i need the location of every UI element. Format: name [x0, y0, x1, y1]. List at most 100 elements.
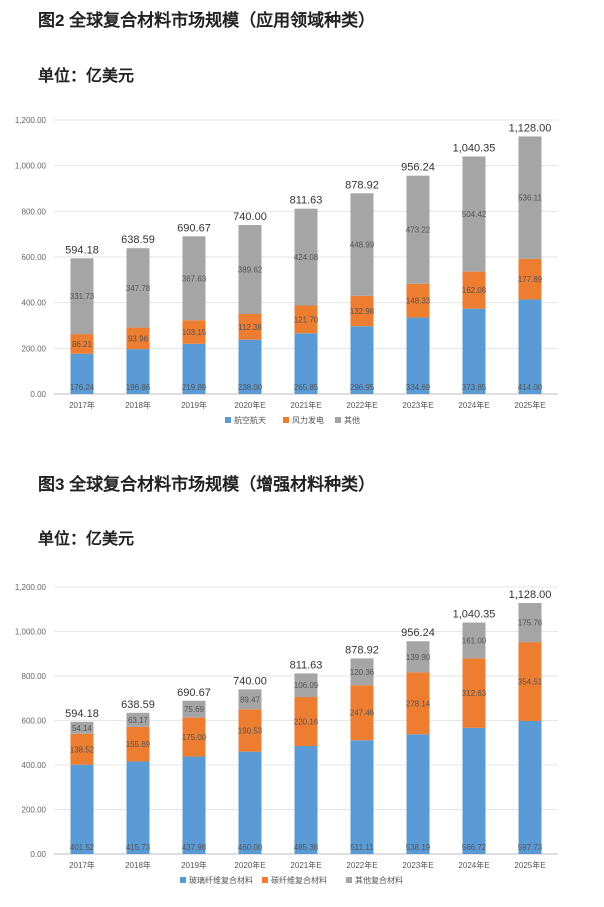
data-label: 566.72 [462, 843, 487, 852]
bar-segment [406, 175, 430, 284]
total-label: 1,128.00 [509, 589, 552, 601]
total-label: 811.63 [290, 195, 323, 207]
x-tick-label: 2024年E [458, 400, 489, 410]
data-label: 139.90 [406, 653, 431, 662]
bar-segment [518, 603, 542, 643]
data-label: 265.85 [294, 383, 319, 392]
bar-segment [238, 751, 262, 854]
total-label: 1,040.35 [453, 609, 496, 621]
figure2-title: 图3 全球复合材料市场规模（增强材料种类） [38, 475, 376, 494]
data-label: 63.17 [128, 716, 149, 725]
total-label: 740.00 [233, 211, 267, 223]
legend-swatch [283, 417, 289, 423]
data-label: 176.24 [70, 383, 95, 392]
y-tick-label: 600.00 [22, 253, 47, 262]
y-tick-label: 1,200.00 [15, 583, 47, 592]
bar-segment [518, 642, 542, 722]
y-tick-label: 800.00 [22, 672, 47, 681]
bar-segment [462, 658, 486, 728]
chart-reinforcement: 0.00 200.00 400.00 600.00 800.00 1,000.00 1,20… [15, 583, 558, 885]
total-label: 638.59 [121, 699, 155, 711]
x-tick-label: 2023年E [402, 860, 433, 870]
data-label: 138.52 [70, 745, 95, 754]
data-label: 597.73 [518, 843, 543, 852]
bar-segment [406, 641, 430, 673]
legend-label: 风力发电 [292, 415, 324, 425]
data-label: 373.85 [462, 383, 487, 392]
data-label: 190.53 [238, 726, 263, 735]
total-label: 690.67 [177, 687, 211, 699]
legend-label: 航空航天 [234, 415, 266, 425]
bar-segment [70, 353, 94, 394]
data-label: 485.38 [294, 843, 319, 852]
bar-segment [294, 333, 318, 394]
data-label: 504.42 [462, 210, 487, 219]
legend-label: 碳纤维复合材料 [271, 875, 327, 885]
data-label: 334.69 [406, 383, 431, 392]
bar-segment [518, 136, 542, 259]
x-tick-label: 2025年E [514, 400, 545, 410]
legend-swatch [262, 877, 268, 883]
data-label: 296.95 [350, 383, 375, 392]
bar-segment [406, 283, 430, 318]
data-label: 536.11 [518, 194, 542, 203]
bar-segment [518, 299, 542, 394]
bar-segment [70, 733, 94, 765]
x-tick-label: 2023年E [402, 400, 433, 410]
x-tick-label: 2022年E [346, 860, 377, 870]
bar-segment [406, 734, 430, 854]
legend-swatch [335, 417, 341, 423]
legend-swatch [346, 877, 352, 883]
data-label: 448.99 [350, 241, 375, 250]
data-label: 437.98 [182, 843, 207, 852]
total-label: 740.00 [233, 675, 267, 687]
data-label: 219.89 [182, 383, 207, 392]
x-tick-label: 2017年 [69, 860, 95, 870]
y-tick-label: 1,200.00 [15, 116, 47, 125]
x-tick-label: 2020年E [234, 860, 265, 870]
x-tick-label: 2025年E [514, 860, 545, 870]
data-label: 389.62 [238, 266, 263, 275]
y-tick-label: 800.00 [22, 207, 47, 216]
data-label: 238.00 [238, 383, 263, 392]
total-label: 594.18 [65, 244, 99, 256]
y-tick-label: 200.00 [22, 344, 47, 353]
data-label: 424.08 [294, 253, 319, 262]
data-label: 162.08 [462, 286, 487, 295]
bar-segment [182, 236, 206, 321]
bar-segment [294, 697, 318, 747]
bar-segment [294, 746, 318, 854]
data-label: 175.00 [182, 733, 207, 742]
bar-segment [182, 320, 206, 344]
total-label: 1,040.35 [453, 142, 496, 154]
total-label: 638.59 [121, 234, 155, 246]
y-tick-label: 0.00 [30, 850, 46, 859]
bar-segment [518, 258, 542, 300]
bar-segment [350, 193, 374, 296]
bar-segment [406, 317, 430, 394]
y-tick-label: 400.00 [22, 299, 47, 308]
bar-segment [70, 334, 94, 354]
x-tick-label: 2021年E [290, 860, 321, 870]
y-tick-label: 1,000.00 [15, 162, 47, 171]
legend-label: 其他 [344, 415, 360, 425]
bar-segment [70, 764, 94, 854]
data-label: 148.33 [406, 297, 431, 306]
bar-segment [518, 721, 542, 854]
bar-segment [126, 712, 150, 727]
total-label: 594.18 [65, 708, 99, 720]
data-label: 175.76 [518, 619, 543, 628]
legend-swatch [180, 877, 186, 883]
figure1-unit: 单位：亿美元 [38, 68, 135, 85]
bar-segment [462, 271, 486, 309]
data-label: 331.73 [70, 292, 95, 301]
data-label: 155.69 [126, 740, 151, 749]
bar-segment [182, 343, 206, 394]
bar-segment [406, 672, 430, 735]
bar-segment [182, 700, 206, 718]
x-tick-label: 2019年 [181, 400, 207, 410]
data-label: 220.16 [294, 718, 319, 727]
y-tick-label: 400.00 [22, 761, 47, 770]
data-label: 401.52 [70, 843, 95, 852]
total-label: 690.67 [177, 222, 211, 234]
